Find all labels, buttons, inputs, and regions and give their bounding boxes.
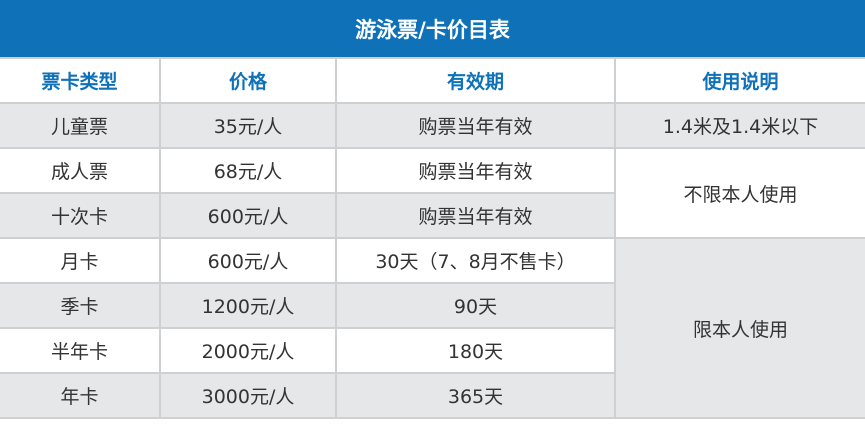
ticket-validity: 90天 <box>335 282 615 329</box>
table-row: 儿童票 35元/人 购票当年有效 1.4米及1.4米以下 <box>0 102 865 149</box>
ticket-validity: 购票当年有效 <box>335 147 616 194</box>
ticket-price: 2000元/人 <box>159 327 337 374</box>
ticket-price: 35元/人 <box>159 102 337 149</box>
ticket-price: 600元/人 <box>159 237 337 284</box>
ticket-price: 68元/人 <box>159 147 337 194</box>
column-header-type: 票卡类型 <box>0 57 161 104</box>
column-header-validity: 有效期 <box>335 57 616 104</box>
column-header-price: 价格 <box>159 57 337 104</box>
ticket-note: 限本人使用 <box>614 237 865 419</box>
ticket-type: 十次卡 <box>0 192 161 239</box>
ticket-type: 成人票 <box>0 147 161 194</box>
ticket-type: 月卡 <box>0 237 161 284</box>
ticket-validity: 180天 <box>335 327 615 374</box>
ticket-price: 3000元/人 <box>159 372 337 419</box>
ticket-validity: 购票当年有效 <box>335 192 615 239</box>
ticket-validity: 30天（7、8月不售卡） <box>335 237 616 284</box>
ticket-note: 1.4米及1.4米以下 <box>614 102 865 149</box>
ticket-type: 季卡 <box>0 282 161 329</box>
header-row: 票卡类型 价格 有效期 使用说明 <box>0 57 865 104</box>
ticket-type: 半年卡 <box>0 327 161 374</box>
ticket-price: 600元/人 <box>159 192 337 239</box>
table-title: 游泳票/卡价目表 <box>0 0 865 57</box>
ticket-validity: 365天 <box>335 372 615 419</box>
ticket-note: 不限本人使用 <box>614 147 865 239</box>
table-row: 成人票 68元/人 购票当年有效 不限本人使用 <box>0 147 865 239</box>
ticket-price: 1200元/人 <box>159 282 337 329</box>
ticket-type: 年卡 <box>0 372 161 419</box>
ticket-type: 儿童票 <box>0 102 161 149</box>
price-table: 票卡类型 价格 有效期 使用说明 儿童票 35元/人 购票当年有效 1.4米及1… <box>0 57 865 419</box>
column-header-notes: 使用说明 <box>614 57 865 104</box>
ticket-validity: 购票当年有效 <box>335 102 616 149</box>
table-row: 月卡 600元/人 30天（7、8月不售卡） 限本人使用 <box>0 237 865 419</box>
